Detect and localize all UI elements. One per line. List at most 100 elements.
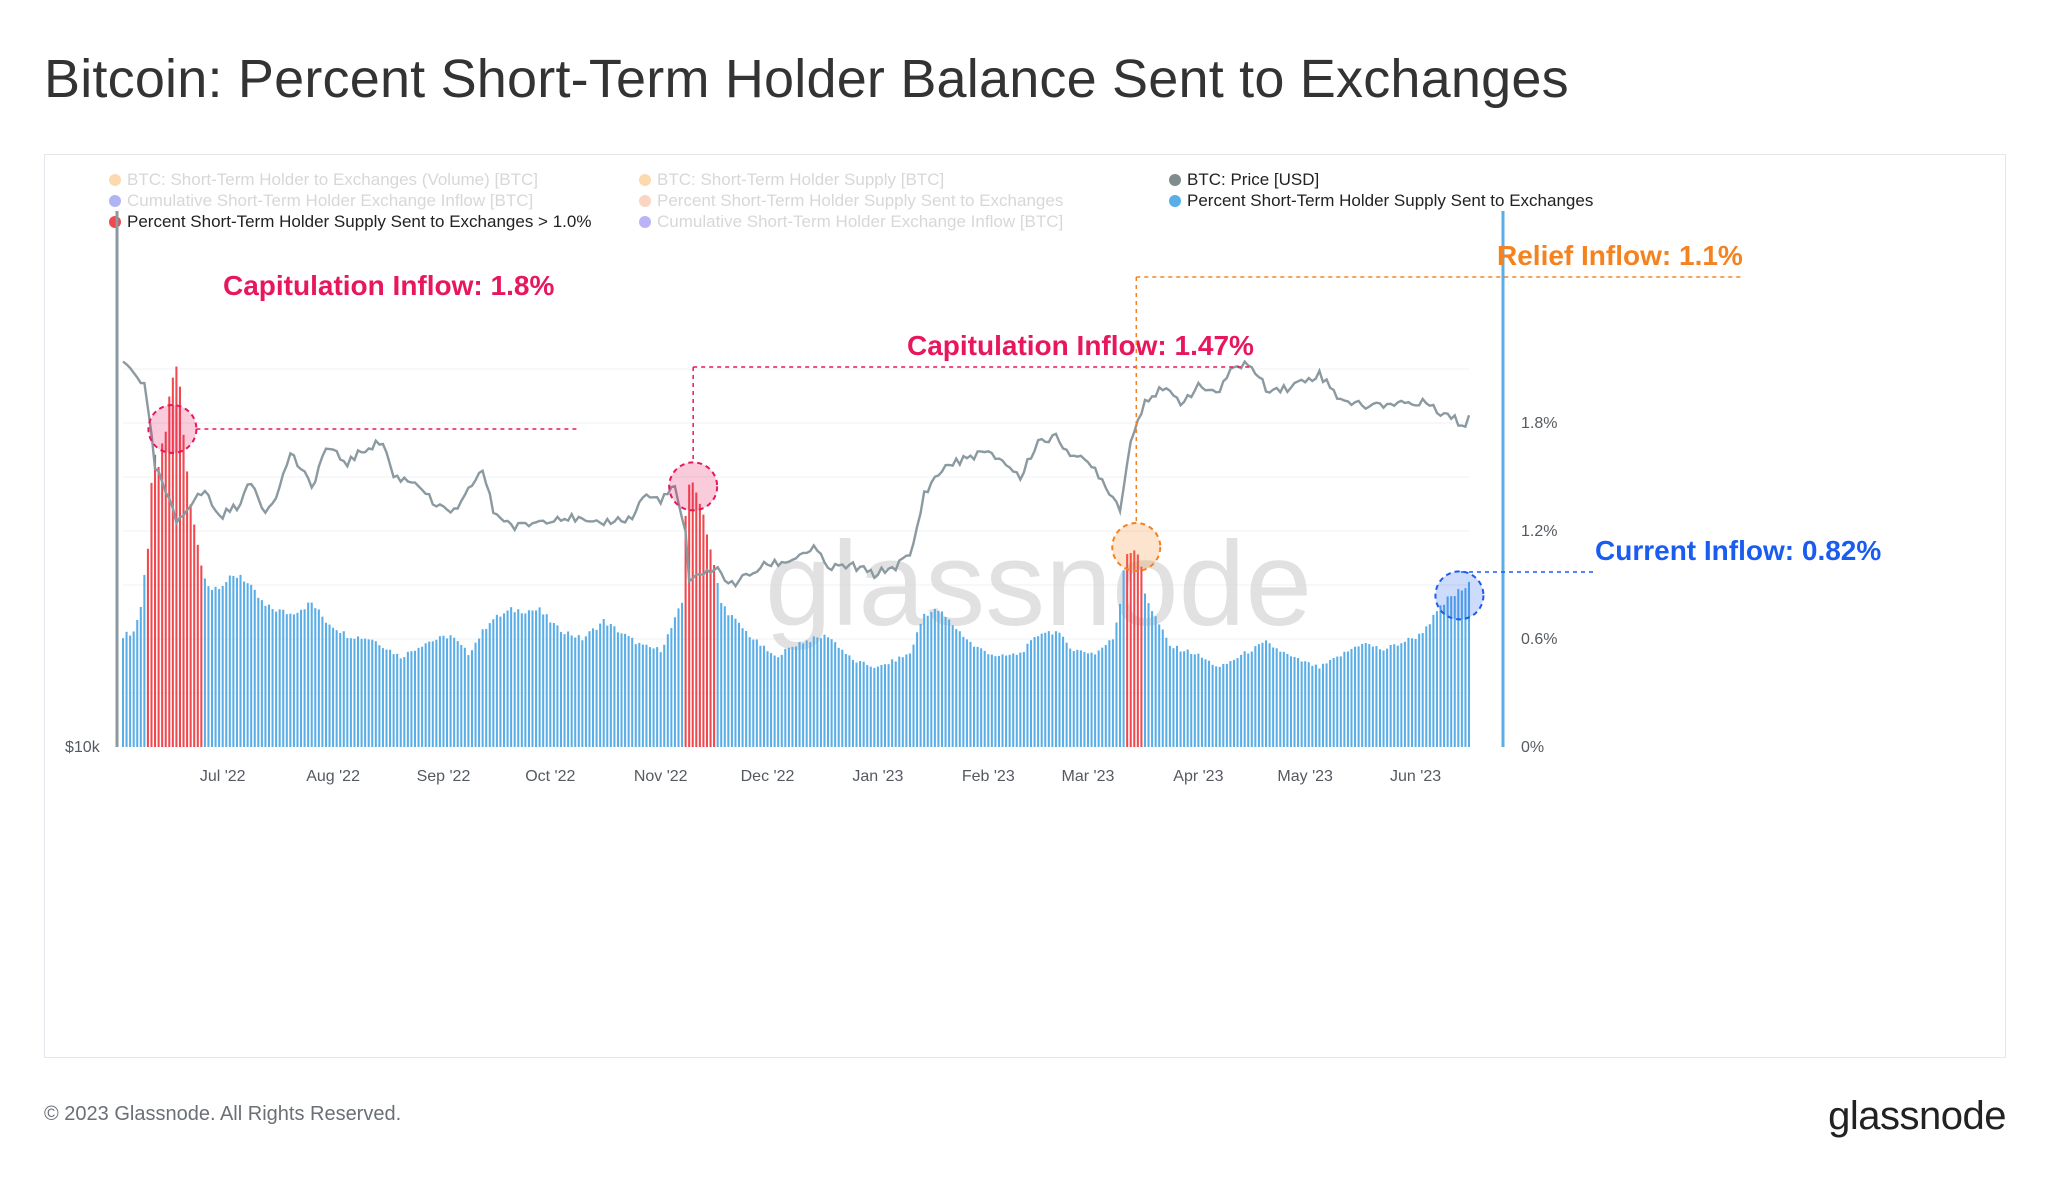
bar xyxy=(1065,642,1068,747)
bar xyxy=(1371,646,1374,747)
x-axis-tick-label: Mar '23 xyxy=(1062,768,1115,785)
bar xyxy=(645,644,648,747)
bar xyxy=(784,648,787,747)
bar xyxy=(716,583,719,747)
bar xyxy=(976,646,979,747)
bar xyxy=(1026,643,1029,747)
bar xyxy=(584,636,587,747)
bar xyxy=(467,655,470,747)
bar xyxy=(1151,611,1154,747)
bar xyxy=(969,641,972,747)
annotation: Capitulation Inflow: 1.47% xyxy=(668,330,1254,512)
bar xyxy=(1325,663,1328,747)
bar xyxy=(1168,645,1171,747)
x-axis-tick-label: May '23 xyxy=(1277,768,1333,785)
bar xyxy=(1464,588,1467,747)
bar xyxy=(684,515,687,747)
bar xyxy=(435,639,438,747)
bar xyxy=(983,650,986,747)
bar xyxy=(267,604,271,747)
annotation-label: Relief Inflow: 1.1% xyxy=(1497,240,1743,271)
bar xyxy=(438,636,441,747)
bar xyxy=(794,646,798,747)
bar xyxy=(193,524,196,747)
legend-label: BTC: Short-Term Holder Supply [BTC] xyxy=(657,170,944,189)
bar xyxy=(1265,640,1268,747)
bar xyxy=(289,613,292,747)
bar xyxy=(1126,554,1129,747)
bar xyxy=(332,627,335,747)
price-line xyxy=(122,359,1471,589)
bar xyxy=(741,628,744,747)
bar xyxy=(1336,656,1339,747)
bar xyxy=(292,614,295,747)
bar xyxy=(385,649,388,747)
bar xyxy=(634,644,637,747)
bar xyxy=(745,631,748,747)
bar xyxy=(1364,643,1367,747)
bar xyxy=(980,648,983,747)
bar xyxy=(310,602,313,747)
bar xyxy=(805,640,808,747)
legend-item: Percent Short-Term Holder Supply Sent to… xyxy=(639,191,1063,210)
bar xyxy=(891,659,894,747)
bar xyxy=(342,631,345,747)
legend-marker xyxy=(639,174,651,186)
bar xyxy=(688,484,691,747)
bar xyxy=(752,639,755,747)
bar xyxy=(200,565,203,747)
annotation: Capitulation Inflow: 1.8% xyxy=(147,270,577,454)
bar xyxy=(1140,566,1143,747)
legend-marker xyxy=(1169,174,1181,186)
bar xyxy=(851,659,855,747)
bar xyxy=(421,646,424,747)
x-axis-tick-label: Dec '22 xyxy=(741,768,795,785)
bar xyxy=(1129,553,1132,747)
bar xyxy=(367,639,370,747)
bar xyxy=(705,534,709,747)
bar xyxy=(887,664,890,747)
bar xyxy=(1200,657,1203,747)
bar xyxy=(1450,596,1453,747)
bar xyxy=(1104,645,1107,747)
bar xyxy=(1154,616,1157,747)
bar xyxy=(495,614,498,747)
bar xyxy=(481,629,484,747)
bar xyxy=(378,645,381,747)
bar xyxy=(905,654,908,747)
bar xyxy=(324,622,327,747)
bar xyxy=(770,653,773,747)
bar xyxy=(154,454,157,747)
footer-logo: glassnode xyxy=(1828,1094,2006,1138)
bar xyxy=(1467,581,1471,747)
bar xyxy=(1047,631,1050,747)
bar xyxy=(880,664,883,747)
bar xyxy=(624,633,627,747)
bar xyxy=(510,607,513,747)
bar xyxy=(207,586,210,747)
bar xyxy=(962,636,965,747)
bar xyxy=(951,625,954,747)
bar xyxy=(282,609,285,747)
bar xyxy=(218,589,221,747)
bar xyxy=(196,544,199,747)
bar xyxy=(1329,659,1332,747)
bar xyxy=(955,629,958,747)
right-axis-tick-label: 1.2% xyxy=(1521,523,1557,540)
annotation-marker xyxy=(1111,522,1162,572)
bar xyxy=(139,606,142,747)
x-axis-tick-label: Nov '22 xyxy=(634,768,688,785)
bar xyxy=(787,647,790,747)
bar xyxy=(567,631,570,747)
bar xyxy=(157,466,160,747)
bar xyxy=(339,633,342,747)
right-axis-tick-label: 1.8% xyxy=(1521,415,1557,432)
bar xyxy=(1350,648,1353,747)
bar xyxy=(556,625,559,747)
annotation-label: Current Inflow: 0.82% xyxy=(1595,535,1881,566)
bar xyxy=(150,482,153,747)
bar xyxy=(221,585,224,747)
annotation: Relief Inflow: 1.1% xyxy=(1111,240,1743,572)
bar xyxy=(574,637,577,747)
bar xyxy=(228,575,231,747)
